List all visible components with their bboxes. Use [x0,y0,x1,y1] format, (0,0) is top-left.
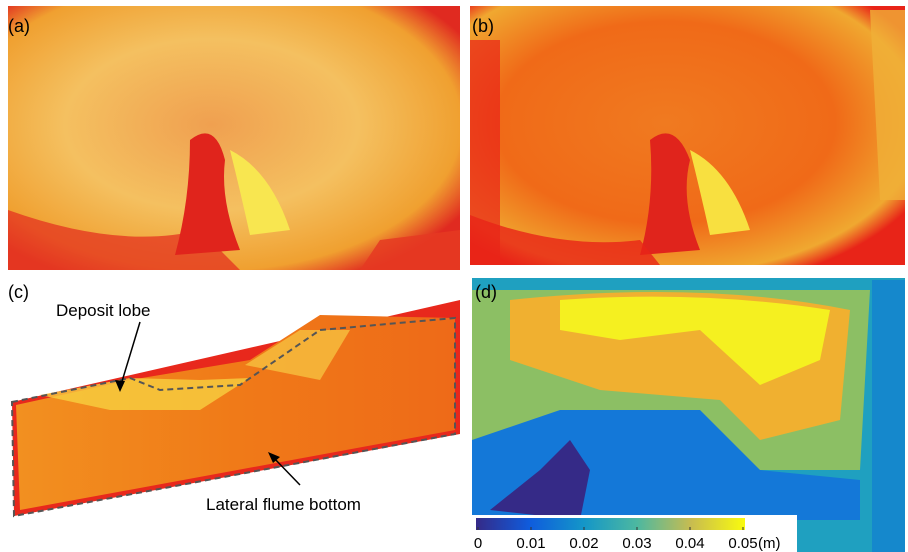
colorbar-tick-label: 0.01 [516,535,545,552]
annotation: Lateral flume bottom [206,495,361,514]
colorbar-tick-label: 0 [474,535,482,552]
colorbar-tick-label: 0.02 [569,535,598,552]
panel-label: (b) [472,16,494,36]
panel-c: Deposit lobe Lateral flume bottom [12,300,460,516]
panel-a [8,6,460,270]
colorbar-tick-label: 0.03 [622,535,651,552]
panel-b [470,6,905,265]
panel-label: (d) [475,282,497,302]
height-map [872,280,905,552]
colorbar-tick-label: 0.04 [675,535,704,552]
colorbar [476,518,745,530]
panel-d [472,278,905,552]
annotation: Deposit lobe [56,301,151,320]
figure: Deposit lobe Lateral flume bottom (a) (b… [0,0,908,552]
panel-label: (a) [8,16,30,36]
point-cloud [16,315,455,510]
colorbar-tick-label: 0.05 [728,535,757,552]
colorbar-unit: (m) [758,535,781,552]
panel-label: (c) [8,282,29,302]
